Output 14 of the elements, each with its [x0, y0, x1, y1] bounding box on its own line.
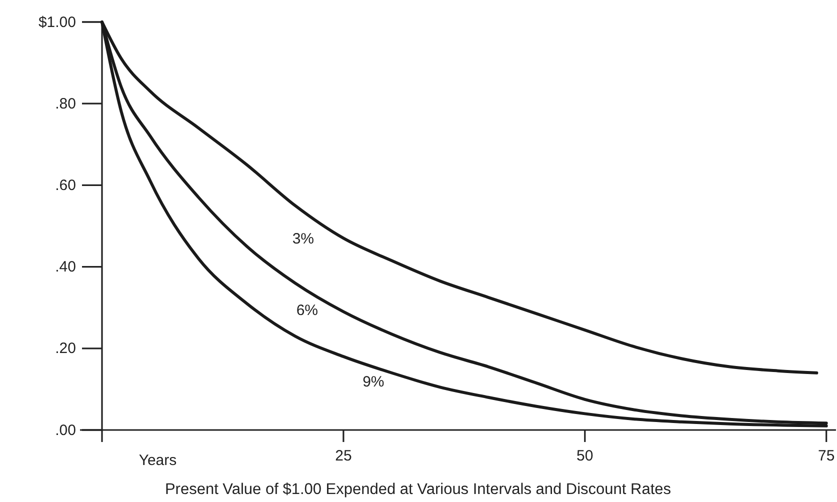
x-axis-title: Years: [138, 452, 177, 469]
series-label: 6%: [296, 302, 318, 320]
y-tick-label: .20: [55, 340, 76, 358]
x-tick-label: 75: [818, 448, 835, 465]
x-tick-label: 25: [335, 448, 352, 465]
text: Present Value of $1.00 Expended at Various Intervals and Discount Rates: [164, 481, 672, 498]
y-tick-label: .00: [55, 422, 76, 439]
y-tick-label: .40: [55, 258, 76, 276]
y-tick-label: .80: [55, 95, 76, 112]
series-label: 3%: [292, 230, 314, 248]
y-tick-label: .60: [55, 177, 76, 194]
y-tick-label: $1.00: [38, 14, 76, 31]
series-label: 9%: [362, 374, 384, 391]
x-tick-label: 50: [576, 448, 594, 465]
